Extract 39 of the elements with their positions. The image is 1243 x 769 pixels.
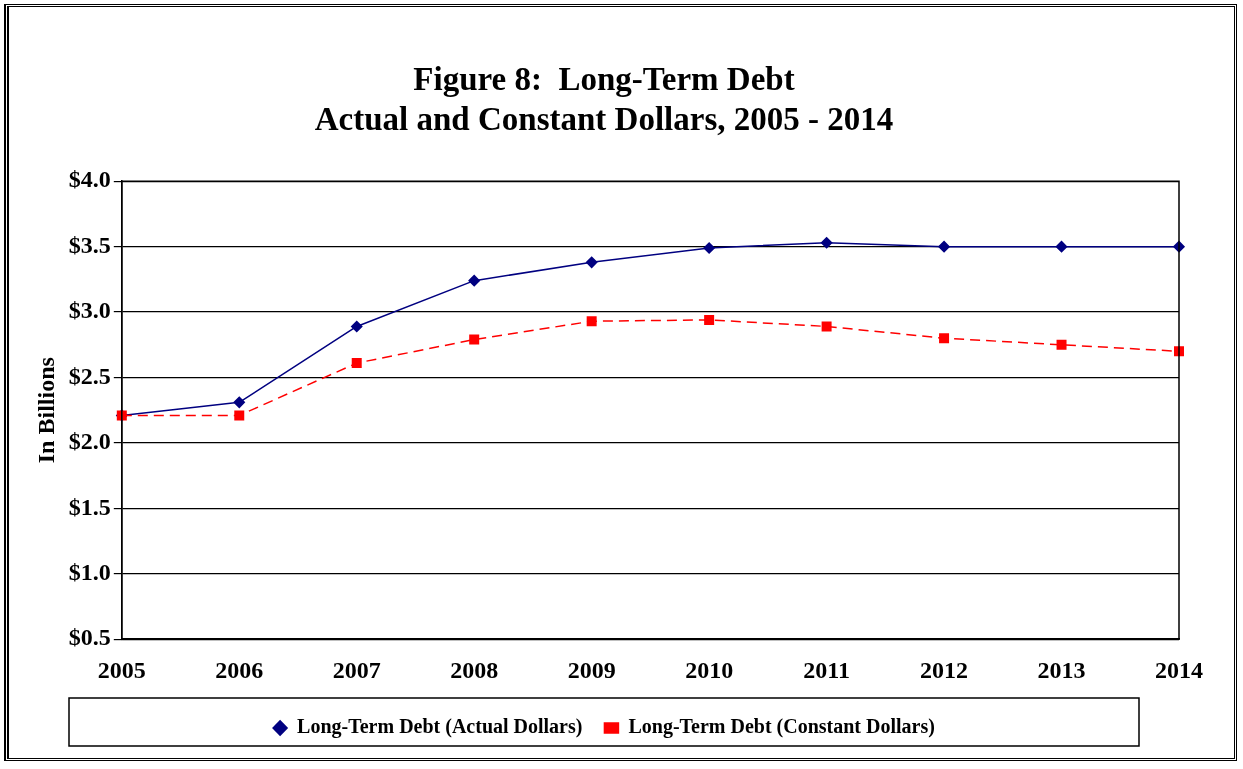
point xyxy=(233,396,246,409)
y-tick-label: $2.5 xyxy=(68,362,111,389)
point xyxy=(938,240,950,253)
x-tick-label: 2006 xyxy=(215,656,264,683)
x-tick-label: 2008 xyxy=(450,656,499,683)
point xyxy=(939,333,950,344)
x-tick-label: 2005 xyxy=(97,656,146,683)
text: Figure 8: Long-Term Debt xyxy=(413,61,795,98)
y-tick-label: $3.0 xyxy=(68,297,111,324)
point xyxy=(234,410,245,421)
point xyxy=(1056,339,1067,350)
point xyxy=(468,274,480,287)
x-tick-label: 2009 xyxy=(567,656,616,683)
text: Actual and Constant Dollars, 2005 - 2014 xyxy=(314,100,894,137)
x-tick-label: 2013 xyxy=(1037,656,1086,683)
x-tick-label: 2010 xyxy=(685,656,734,683)
point xyxy=(821,321,832,332)
x-tick-label: 2007 xyxy=(332,656,381,683)
y-tick-label: $3.5 xyxy=(68,231,111,258)
y-tick-label: $2.0 xyxy=(68,428,111,455)
point xyxy=(350,320,363,333)
legend-label: Long-Term Debt (Constant Dollars) xyxy=(628,715,935,739)
y-tick-label: $1.0 xyxy=(68,558,111,585)
y-tick-label: $4.0 xyxy=(68,166,111,193)
y-tick-label: $0.5 xyxy=(68,624,111,651)
x-tick-label: 2012 xyxy=(920,656,969,683)
legend-label: Long-Term Debt (Actual Dollars) xyxy=(297,715,583,739)
point xyxy=(820,236,833,249)
point xyxy=(586,316,597,327)
point xyxy=(1055,240,1068,253)
x-tick-label: 2014 xyxy=(1155,656,1203,683)
point xyxy=(351,358,362,369)
y-axis-title: In Billions xyxy=(32,357,59,464)
point xyxy=(469,334,480,345)
point xyxy=(703,242,715,254)
point xyxy=(704,314,715,325)
x-tick-label: 2011 xyxy=(803,656,850,683)
y-tick-label: $1.5 xyxy=(68,493,111,520)
point xyxy=(585,256,598,269)
